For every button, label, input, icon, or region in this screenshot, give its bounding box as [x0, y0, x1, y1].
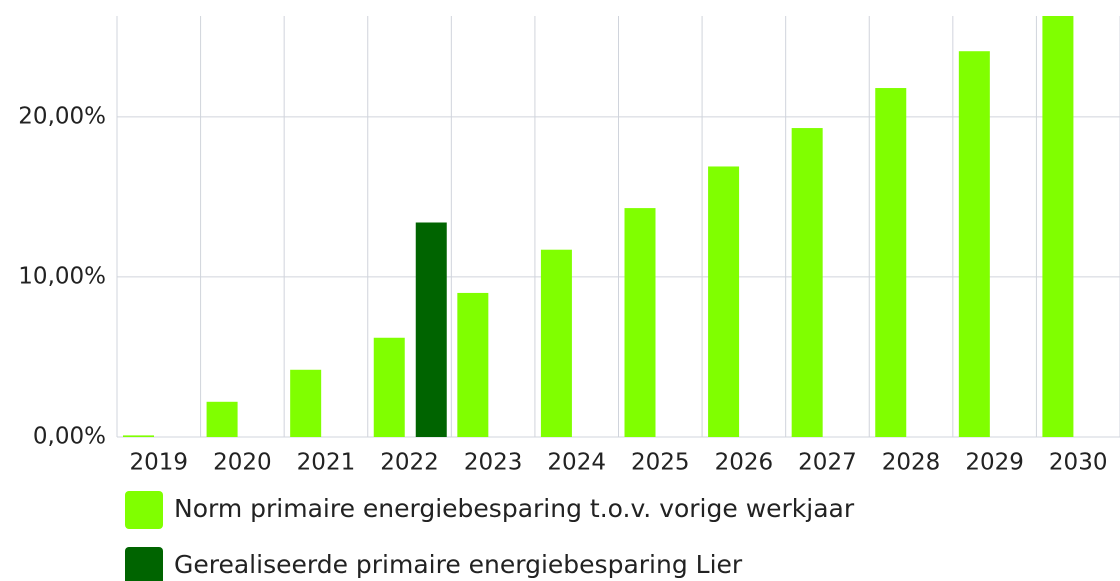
x-tick-label: 2023	[464, 450, 523, 476]
y-tick-label: 10,00%	[18, 263, 106, 289]
x-tick-label: 2022	[380, 450, 439, 476]
bar	[206, 401, 238, 437]
bar	[791, 128, 823, 438]
legend-swatch	[125, 547, 163, 581]
bar	[540, 249, 572, 437]
y-tick-label: 0,00%	[33, 424, 106, 450]
legend-label: Norm primaire energiebesparing t.o.v. vo…	[174, 494, 855, 523]
x-tick-label: 2027	[798, 450, 857, 476]
x-tick-label: 2024	[547, 450, 606, 476]
bar	[373, 337, 405, 437]
bar	[457, 292, 489, 437]
bar	[123, 435, 154, 437]
bar	[624, 208, 656, 437]
x-tick-label: 2021	[297, 450, 356, 476]
bar	[1042, 16, 1074, 437]
x-tick-label: 2028	[882, 450, 941, 476]
x-tick-label: 2020	[213, 450, 272, 476]
x-tick-label: 2029	[965, 450, 1024, 476]
bar	[875, 88, 907, 438]
legend-label: Gerealiseerde primaire energiebesparing …	[174, 550, 743, 579]
x-tick-label: 2019	[130, 450, 189, 476]
y-tick-label: 20,00%	[18, 103, 106, 129]
x-tick-label: 2030	[1049, 450, 1108, 476]
legend: Norm primaire energiebesparing t.o.v. vo…	[125, 491, 855, 581]
bar	[958, 51, 990, 437]
x-tick-label: 2026	[715, 450, 774, 476]
bar	[290, 369, 322, 437]
legend-swatch	[125, 491, 163, 529]
x-tick-label: 2025	[631, 450, 690, 476]
bar	[415, 222, 447, 437]
bar	[708, 166, 740, 437]
